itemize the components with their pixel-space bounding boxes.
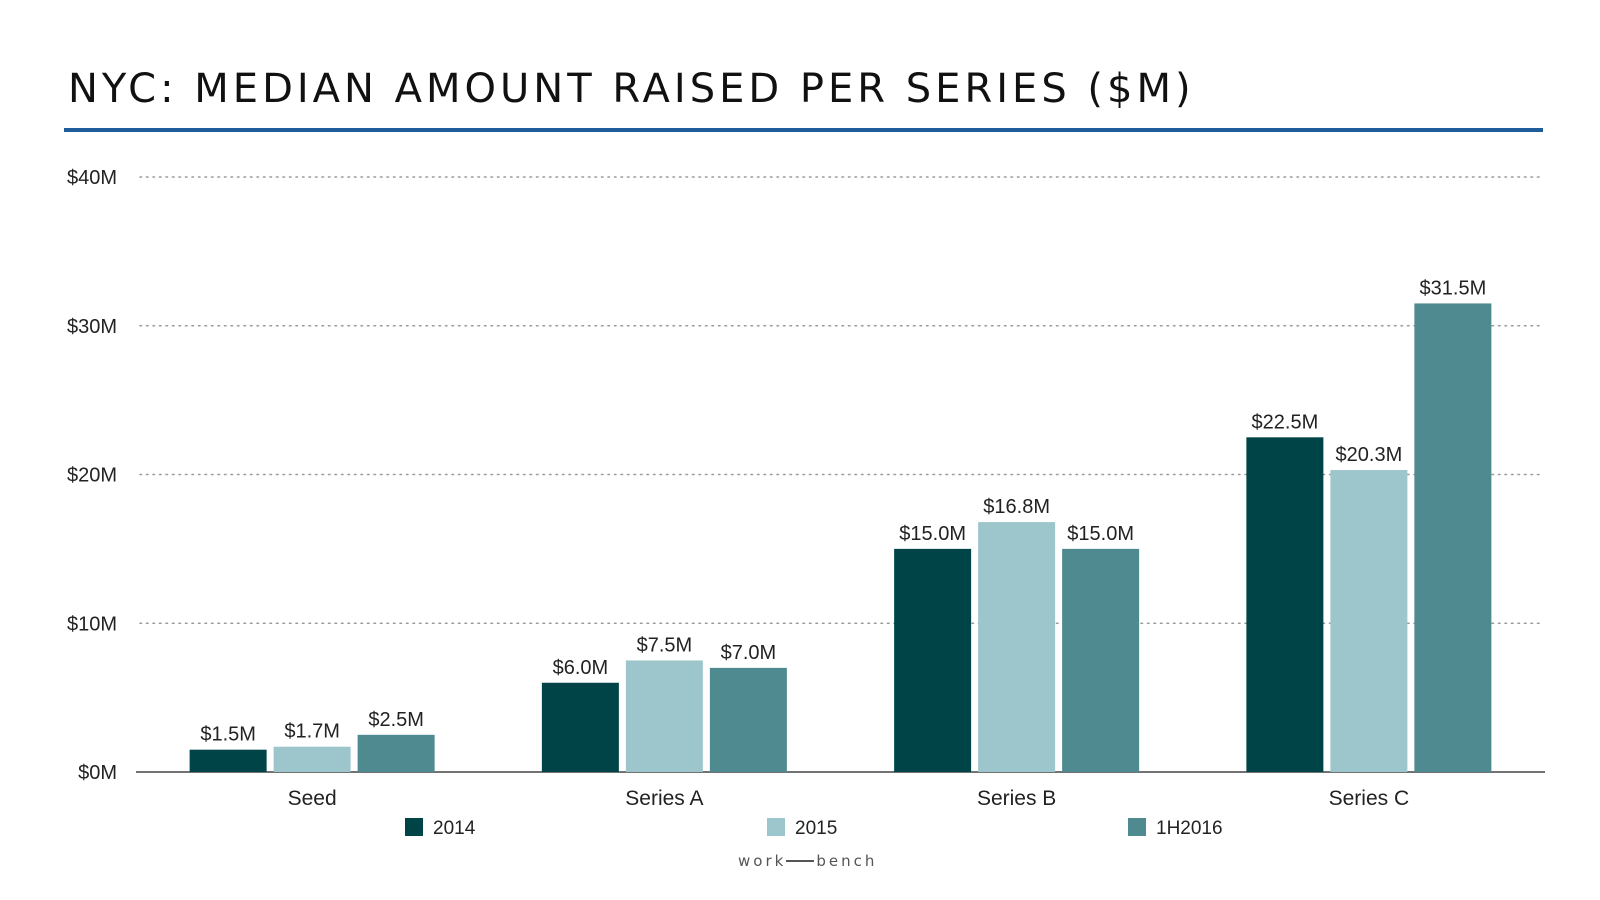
legend-swatch	[405, 818, 423, 836]
workbench-logo: work bench	[738, 852, 877, 870]
data-label: $7.0M	[721, 642, 777, 664]
brand-dash	[786, 859, 815, 862]
data-label: $2.5M	[368, 709, 424, 731]
data-label: $16.8M	[983, 496, 1050, 518]
data-label: $7.5M	[637, 634, 693, 656]
y-tick-label: $0M	[78, 762, 117, 784]
legend-label: 2015	[795, 818, 837, 839]
bar	[1062, 548, 1140, 772]
legend-label: 1H2016	[1156, 818, 1223, 839]
title-divider	[64, 128, 1543, 132]
y-tick-label: $20M	[67, 465, 117, 487]
bar	[894, 548, 972, 772]
data-label: $15.0M	[1067, 523, 1134, 545]
data-label: $6.0M	[553, 657, 609, 679]
x-tick-label: Series C	[1329, 787, 1410, 810]
data-label: $1.7M	[284, 721, 340, 743]
chart-title: NYC: MEDIAN AMOUNT RAISED PER SERIES ($M…	[68, 66, 1195, 112]
y-tick-label: $10M	[67, 613, 117, 635]
data-label: $15.0M	[899, 523, 966, 545]
x-tick-label: Seed	[288, 787, 337, 810]
data-label: $1.5M	[200, 724, 256, 746]
bar	[273, 746, 351, 772]
x-tick-label: Series B	[977, 787, 1056, 810]
legend-swatch	[1128, 818, 1146, 836]
bar	[709, 667, 787, 772]
bar	[1246, 437, 1324, 772]
bar	[189, 749, 267, 772]
legend-swatch	[767, 818, 785, 836]
brand-word-right: bench	[816, 852, 878, 870]
x-tick-label: Series A	[625, 787, 703, 810]
bar	[357, 734, 435, 772]
y-tick-label: $30M	[67, 316, 117, 338]
data-label: $22.5M	[1252, 411, 1319, 433]
bar	[541, 682, 619, 772]
data-label: $31.5M	[1420, 277, 1487, 299]
data-label: $20.3M	[1336, 444, 1403, 466]
bar	[978, 522, 1056, 772]
brand-word-left: work	[738, 852, 787, 870]
legend-label: 2014	[433, 818, 476, 839]
y-tick-label: $40M	[67, 167, 117, 189]
bar	[625, 660, 703, 772]
bar	[1330, 470, 1408, 772]
bar	[1414, 303, 1492, 772]
